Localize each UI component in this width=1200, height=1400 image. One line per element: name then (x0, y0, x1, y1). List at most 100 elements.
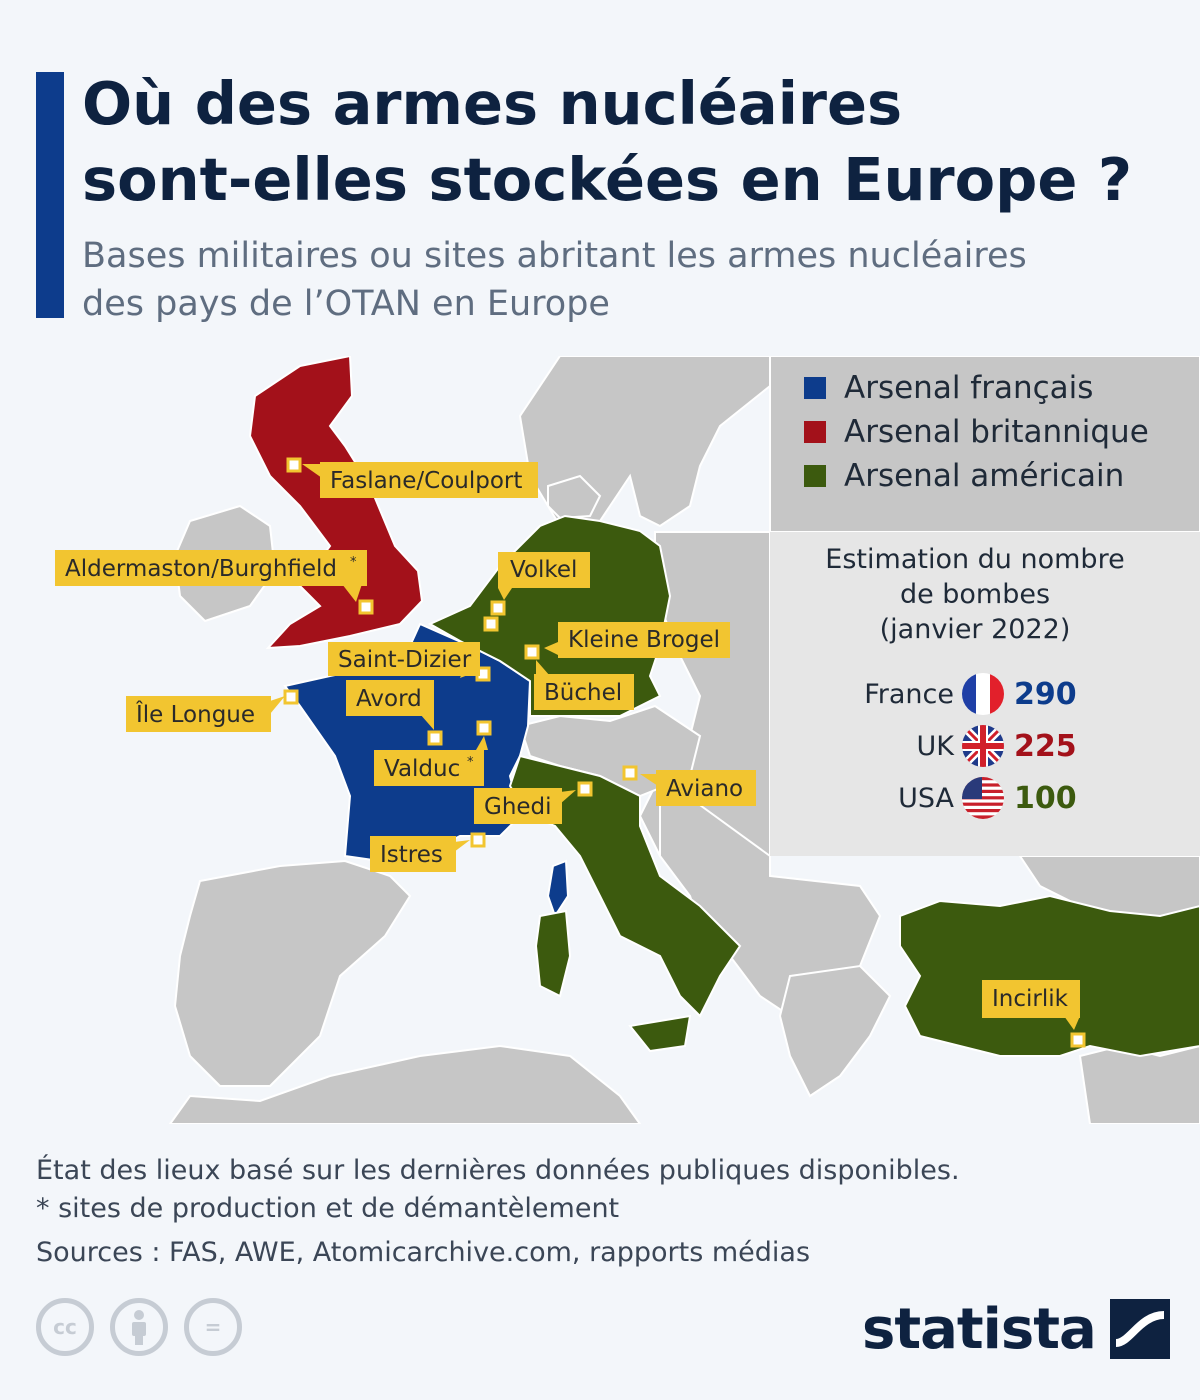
label-ghedi-text: Ghedi (484, 794, 552, 820)
title-line-1: Où des armes nucléaires (82, 69, 903, 138)
label-aldermaston-asterisk: * (350, 555, 357, 570)
person-icon[interactable] (110, 1298, 168, 1356)
label-kleine-brogel: Kleine Brogel (544, 622, 730, 658)
site-marker-istres[interactable] (470, 832, 486, 848)
legend-swatch-british (804, 421, 826, 443)
site-marker-kleine-brogel[interactable] (483, 616, 499, 632)
equal-icon[interactable]: = (184, 1298, 242, 1356)
site-marker-aviano[interactable] (622, 765, 638, 781)
label-saint-dizier: Saint-Dizier (328, 642, 480, 678)
label-buchel: Büchel (534, 660, 634, 710)
label-valduc-asterisk: * (467, 755, 474, 770)
legend-item-british: Arsenal britannique (804, 410, 1194, 454)
estimate-country-uk: UK (916, 730, 954, 762)
estimate-country-usa: USA (898, 782, 954, 814)
label-faslane-text: Faslane/Coulport (330, 468, 522, 494)
footnote-line-2: * sites de production et de démantèlemen… (36, 1193, 620, 1224)
flag-uk-icon (962, 725, 1004, 767)
label-ile-longue: Île Longue (126, 696, 285, 732)
legend-label-french: Arsenal français (844, 370, 1094, 406)
estimate-title-line-2: de bombes (899, 579, 1051, 610)
land-middle-east (1078, 1044, 1200, 1124)
page-subtitle: Bases militaires ou sites abritant les a… (82, 232, 1132, 328)
brand-name: statista (862, 1296, 1097, 1362)
region-sardinia (534, 909, 572, 998)
region-sicily (628, 1014, 692, 1053)
label-volkel-text: Volkel (510, 557, 577, 583)
map-legend: Arsenal français Arsenal britannique Ars… (804, 366, 1194, 498)
site-marker-incirlik[interactable] (1070, 1032, 1086, 1048)
cc-icon-text: cc (53, 1315, 77, 1339)
label-faslane: Faslane/Coulport (302, 462, 538, 498)
label-valduc: Valduc * (374, 736, 488, 786)
region-uk (248, 356, 424, 650)
label-ghedi: Ghedi (474, 788, 576, 824)
site-marker-faslane[interactable] (286, 457, 302, 473)
page-title: Où des armes nucléaires sont-elles stock… (82, 66, 1182, 218)
title-line-2: sont-elles stockées en Europe ? (82, 145, 1133, 214)
label-avord-text: Avord (356, 686, 422, 712)
estimate-row-uk: UK 225 (770, 724, 1130, 768)
license-icons: cc = (36, 1298, 242, 1356)
subtitle-line-2: des pays de l’OTAN en Europe (82, 284, 610, 324)
site-labels: Faslane/Coulport Aldermaston/Burghfield … (55, 462, 1080, 1030)
estimate-title-line-3: (janvier 2022) (879, 614, 1071, 645)
site-marker-valduc[interactable] (476, 720, 492, 736)
site-marker-volkel[interactable] (490, 600, 506, 616)
land-north-africa (168, 1044, 642, 1124)
site-marker-ile-longue[interactable] (283, 689, 299, 705)
site-marker-avord[interactable] (427, 730, 443, 746)
label-istres: Istres (370, 836, 470, 872)
label-aldermaston-text: Aldermaston/Burghfield (65, 556, 337, 582)
statista-logo[interactable]: statista (862, 1296, 1170, 1362)
label-volkel: Volkel (498, 552, 590, 600)
estimate-value-usa: 100 (1014, 780, 1077, 816)
site-marker-ghedi[interactable] (577, 781, 593, 797)
label-ile-longue-text: Île Longue (135, 700, 255, 728)
land-denmark (547, 474, 602, 520)
estimate-value-uk: 225 (1014, 728, 1077, 764)
region-turkey (899, 894, 1200, 1058)
estimate-row-usa: USA 100 (770, 776, 1130, 820)
footnote-line-1: État des lieux basé sur les dernières do… (36, 1155, 960, 1186)
legend-item-french: Arsenal français (804, 366, 1194, 410)
flag-france-icon (962, 673, 1004, 715)
estimate-panel: Estimation du nombre de bombes (janvier … (770, 532, 1200, 856)
map-svg: Faslane/Coulport Aldermaston/Burghfield … (0, 356, 1200, 1124)
label-avord: Avord (346, 680, 434, 730)
label-kleine-brogel-text: Kleine Brogel (568, 627, 720, 653)
site-marker-buchel[interactable] (524, 644, 540, 660)
estimate-title-line-1: Estimation du nombre (825, 544, 1125, 575)
land-greece (778, 964, 892, 1098)
footnotes: État des lieux basé sur les dernières do… (36, 1152, 1136, 1272)
subtitle-line-1: Bases militaires ou sites abritant les a… (82, 236, 1027, 276)
label-saint-dizier-text: Saint-Dizier (338, 647, 472, 673)
region-corsica (546, 859, 570, 919)
legend-label-british: Arsenal britannique (844, 414, 1149, 450)
site-markers (283, 457, 1086, 1048)
land-northeast (769, 356, 1200, 533)
label-aldermaston: Aldermaston/Burghfield * (55, 550, 367, 602)
europe-map: Faslane/Coulport Aldermaston/Burghfield … (0, 356, 1200, 1124)
footnote-sources: Sources : FAS, AWE, Atomicarchive.com, r… (36, 1237, 811, 1268)
cc-icon[interactable]: cc (36, 1298, 94, 1356)
site-marker-aldermaston[interactable] (358, 599, 374, 615)
legend-swatch-american (804, 465, 826, 487)
legend-label-american: Arsenal américain (844, 458, 1125, 494)
label-aviano: Aviano (640, 770, 756, 806)
estimate-title: Estimation du nombre de bombes (janvier … (770, 542, 1180, 647)
legend-item-american: Arsenal américain (804, 454, 1194, 498)
legend-swatch-french (804, 377, 826, 399)
label-istres-text: Istres (380, 842, 443, 868)
label-incirlik-text: Incirlik (992, 986, 1069, 1012)
region-italy (508, 754, 742, 1018)
label-aviano-text: Aviano (666, 776, 743, 802)
label-incirlik: Incirlik (982, 980, 1080, 1030)
estimate-country-france: France (864, 678, 954, 710)
label-valduc-text: Valduc (384, 756, 460, 782)
estimate-value-france: 290 (1014, 676, 1077, 712)
equal-icon-text: = (204, 1315, 222, 1339)
statista-mark-icon (1109, 1299, 1170, 1359)
title-accent-bar (36, 72, 64, 318)
estimate-row-france: France 290 (770, 672, 1130, 716)
